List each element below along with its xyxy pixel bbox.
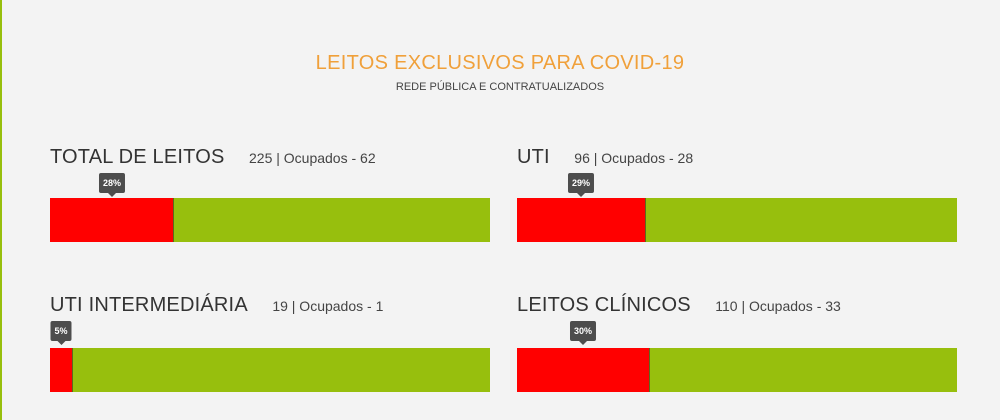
left-accent-line bbox=[0, 0, 2, 420]
card-title: LEITOS CLÍNICOS bbox=[517, 294, 691, 316]
occupied-fill bbox=[50, 198, 174, 242]
occupancy-bar[interactable] bbox=[50, 198, 490, 242]
card-stat: 19 | Ocupados - 1 bbox=[272, 298, 384, 314]
occupancy-bar[interactable] bbox=[50, 348, 490, 392]
page-title: LEITOS EXCLUSIVOS PARA COVID-19 bbox=[315, 52, 685, 74]
card-title: UTI INTERMEDIÁRIA bbox=[50, 294, 248, 316]
occupied-fill bbox=[517, 348, 650, 392]
card-header: UTI 96 | Ocupados - 28 bbox=[517, 146, 693, 169]
card-header: UTI INTERMEDIÁRIA 19 | Ocupados - 1 bbox=[50, 294, 383, 317]
card-stat: 225 | Ocupados - 62 bbox=[249, 150, 376, 166]
card-header: TOTAL DE LEITOS 225 | Ocupados - 62 bbox=[50, 146, 376, 169]
occupancy-bar[interactable] bbox=[517, 198, 957, 242]
page-subtitle: REDE PÚBLICA E CONTRATUALIZADOS bbox=[395, 81, 605, 93]
percent-tooltip: 30% bbox=[569, 321, 597, 345]
percent-tooltip: 29% bbox=[567, 173, 595, 197]
card-title: TOTAL DE LEITOS bbox=[50, 146, 225, 168]
card-stat: 96 | Ocupados - 28 bbox=[574, 150, 694, 166]
card-stat: 110 | Ocupados - 33 bbox=[715, 298, 841, 314]
occupied-fill bbox=[517, 198, 646, 242]
occupied-fill bbox=[50, 348, 73, 392]
occupancy-bar[interactable] bbox=[517, 348, 957, 392]
percent-tooltip: 5% bbox=[50, 321, 72, 345]
card-title: UTI bbox=[517, 146, 550, 168]
percent-tooltip: 28% bbox=[98, 173, 126, 197]
card-header: LEITOS CLÍNICOS 110 | Ocupados - 33 bbox=[517, 294, 841, 317]
